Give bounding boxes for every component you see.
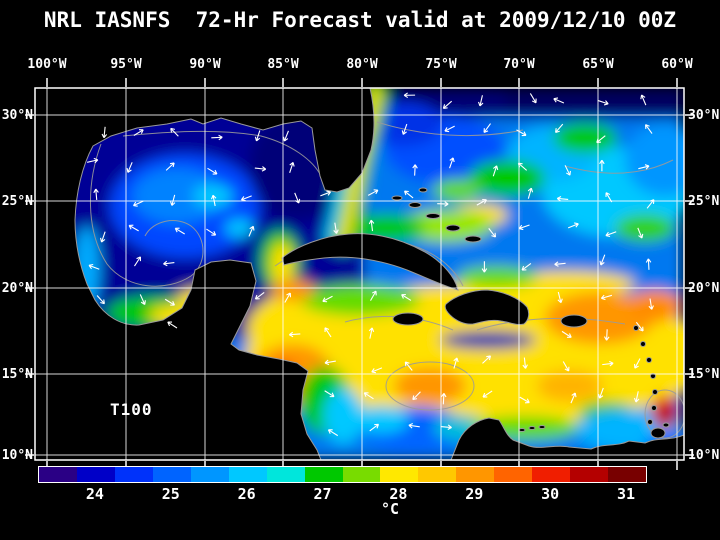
temperature-field <box>35 88 684 460</box>
colorbar-segment <box>608 467 646 482</box>
colorbar-segment <box>39 467 77 482</box>
lat-label-left: 30°N <box>1 108 33 123</box>
colorbar-segment <box>380 467 419 482</box>
colorbar-tick-label: 30 <box>541 485 560 503</box>
lon-label: 100°W <box>27 57 67 72</box>
field-label: T100 <box>110 400 153 419</box>
colorbar-segment <box>76 467 115 482</box>
colorbar-segment <box>114 467 153 482</box>
lon-label: 85°W <box>267 57 299 72</box>
colorbar-segment <box>570 467 609 482</box>
colorbar-segment <box>532 467 571 482</box>
colorbar-segments <box>39 467 646 482</box>
colorbar-tick-label: 25 <box>161 485 180 503</box>
colorbar-segment <box>342 467 381 482</box>
colorbar-segment <box>190 467 229 482</box>
colorbar-segment <box>456 467 495 482</box>
colorbar-segment <box>494 467 533 482</box>
colorbar-segment <box>418 467 457 482</box>
lat-label-right: 20°N <box>688 281 720 296</box>
lon-label: 70°W <box>503 57 535 72</box>
lat-label-right: 15°N <box>688 367 720 382</box>
colorbar-segment <box>304 467 343 482</box>
colorbar-tick-label: 28 <box>389 485 408 503</box>
colorbar-unit: °C <box>380 500 400 518</box>
grid-lines <box>35 88 684 460</box>
colorbar-ticks: 24 25 26 27 28 29 30 31 <box>38 485 645 503</box>
lat-label-left: 25°N <box>1 194 33 209</box>
lat-label-right: 10°N <box>688 448 720 463</box>
colorbar-tick-label: 31 <box>616 485 636 503</box>
map-canvas <box>25 78 694 470</box>
lon-label: 65°W <box>582 57 614 72</box>
colorbar-segment <box>266 467 305 482</box>
lon-label: 75°W <box>425 57 457 72</box>
land-masses <box>35 88 684 460</box>
colorbar-tick-label: 26 <box>237 485 256 503</box>
colorbar-tick-label: 24 <box>85 485 104 503</box>
lon-label: 60°W <box>661 57 693 72</box>
lon-label: 90°W <box>189 57 221 72</box>
lat-label-right: 30°N <box>688 108 720 123</box>
colorbar-segment <box>228 467 267 482</box>
colorbar-tick-label: 27 <box>313 485 332 503</box>
colorbar-tick-label: 29 <box>465 485 484 503</box>
lon-label: 80°W <box>346 57 378 72</box>
lat-label-left: 20°N <box>1 281 33 296</box>
lon-label: 95°W <box>110 57 142 72</box>
colorbar <box>38 466 647 483</box>
page-title: NRL IASNFS 72-Hr Forecast valid at 2009/… <box>43 8 677 32</box>
lat-label-right: 25°N <box>688 194 720 209</box>
map-frame <box>34 87 685 461</box>
lat-label-left: 10°N <box>1 448 33 463</box>
colorbar-segment <box>152 467 191 482</box>
lat-label-left: 15°N <box>1 367 33 382</box>
